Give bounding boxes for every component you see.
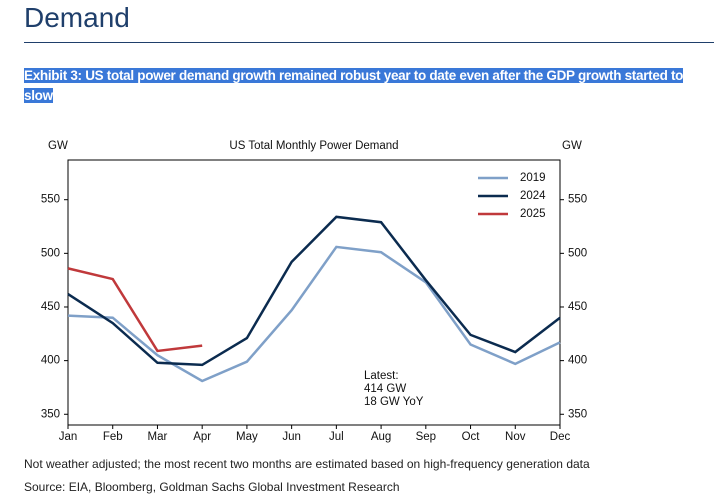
header-title: Demand <box>24 2 130 33</box>
x-tick-label: Aug <box>371 431 391 443</box>
x-tick-label: Oct <box>462 431 481 443</box>
x-tick-label: May <box>236 431 258 443</box>
y2-tick-label: 400 <box>568 355 587 367</box>
x-tick-label: Feb <box>103 431 123 443</box>
series-line <box>67 245 561 383</box>
plot-frame <box>67 159 561 426</box>
series-line <box>67 215 561 367</box>
y2-tick-label: 500 <box>568 247 587 259</box>
x-tick-label: Mar <box>148 431 168 443</box>
x-tick-label: Nov <box>505 431 526 443</box>
x-tick-label: Sep <box>416 431 436 443</box>
legend-label: 2025 <box>520 208 546 220</box>
header-rule <box>24 42 714 43</box>
y-tick-label: 450 <box>41 301 60 313</box>
y-axis-label: GW <box>48 140 68 152</box>
source: Source: EIA, Bloomberg, Goldman Sachs Gl… <box>24 480 400 494</box>
y-tick-label: 550 <box>41 194 60 206</box>
x-tick-label: Apr <box>193 431 211 443</box>
chart-title: US Total Monthly Power Demand <box>229 140 398 152</box>
y2-tick-label: 450 <box>568 301 587 313</box>
annotation: 18 GW YoY <box>364 396 424 408</box>
x-tick-label: Dec <box>550 431 571 443</box>
y-tick-label: 400 <box>41 355 60 367</box>
legend-label: 2024 <box>520 190 546 202</box>
x-tick-label: Jul <box>329 431 344 443</box>
exhibit-title: Exhibit 3: US total power demand growth … <box>24 66 704 106</box>
annotation: Latest: <box>364 370 399 382</box>
y2-tick-label: 350 <box>568 408 587 420</box>
legend-label: 2019 <box>520 172 546 184</box>
annotation: 414 GW <box>364 383 406 395</box>
y-tick-label: 500 <box>41 247 60 259</box>
footnote: Not weather adjusted; the most recent tw… <box>24 457 590 471</box>
x-tick-label: Jun <box>282 431 301 443</box>
y-tick-label: 350 <box>41 408 60 420</box>
y2-tick-label: 550 <box>568 194 587 206</box>
series-line <box>67 267 203 353</box>
y2-axis-label: GW <box>562 140 582 152</box>
x-tick-label: Jan <box>59 431 78 443</box>
